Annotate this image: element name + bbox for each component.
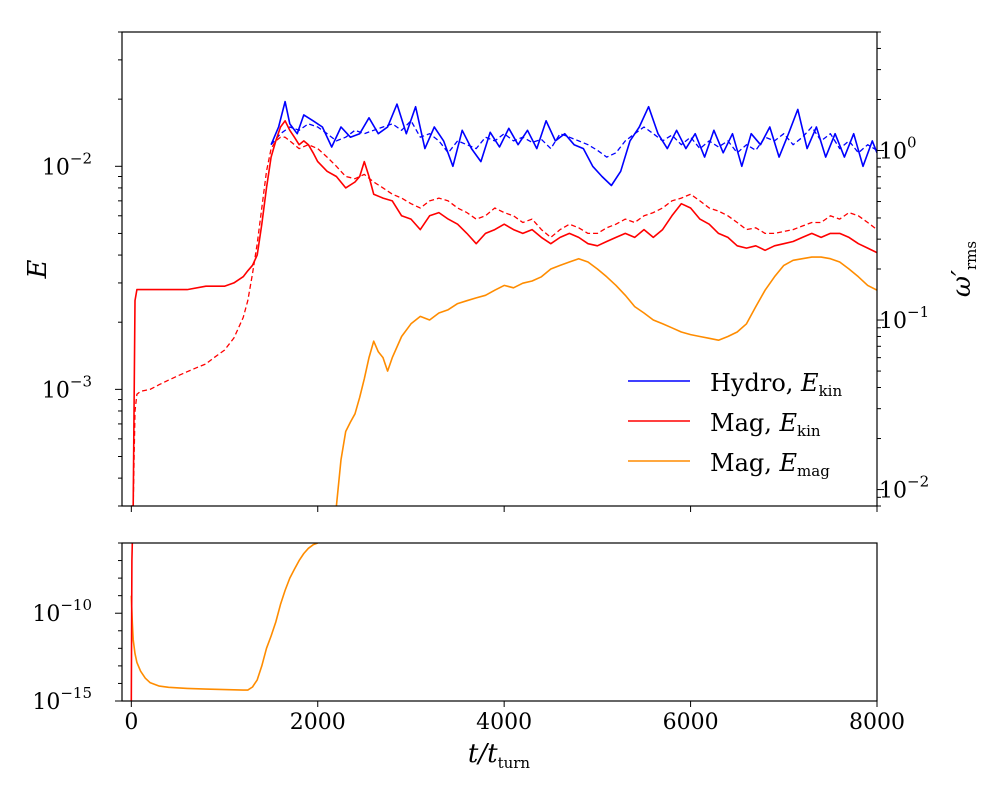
- legend-sub: mag: [797, 462, 830, 480]
- tick-base: 10: [879, 479, 907, 504]
- series-line-top-2: [131, 120, 877, 506]
- tick-base: 10: [879, 309, 907, 334]
- tick-base: 10: [32, 690, 60, 715]
- tick-exp: −3: [70, 372, 92, 390]
- legend-symbol: E: [800, 369, 819, 397]
- legend-prefix: Hydro,: [710, 369, 801, 397]
- legend-prefix: Mag,: [710, 449, 780, 477]
- top-bottom-axis: [130, 506, 878, 512]
- right-ylabel-symbol: ω′: [947, 270, 977, 297]
- legend-sub: kin: [819, 382, 843, 400]
- top-right-y-axis-label: ω′rms: [947, 241, 980, 297]
- top-left-tick-label: 10−2: [42, 149, 92, 180]
- legend-prefix: Mag,: [710, 409, 780, 437]
- bottom-series-group: [130, 543, 318, 701]
- top-right-tick-label: 10−1: [879, 303, 929, 334]
- top-y-axis-label: E: [23, 259, 53, 279]
- series-line-bottom-0: [130, 543, 318, 691]
- legend-entry: Mag, Emag: [710, 449, 830, 480]
- tick-base: 10: [32, 602, 60, 627]
- tick-exp: 0: [907, 134, 917, 152]
- top-left-axis: 10−310−2: [42, 31, 122, 507]
- bottom-x-tick-label: 4000: [476, 710, 532, 735]
- series-line-top-0: [270, 100, 877, 187]
- tick-base: 10: [42, 378, 70, 403]
- series-line-bottom-1: [130, 543, 134, 701]
- legend-sub: kin: [797, 422, 821, 440]
- legend-entry: Mag, Ekin: [710, 409, 821, 440]
- tick-exp: −1: [907, 303, 929, 321]
- bottom-x-axis-label: t/tturn: [468, 739, 531, 772]
- tick-exp: −10: [60, 596, 92, 614]
- top-right-tick-label: 100: [879, 134, 917, 165]
- tick-exp: −2: [907, 473, 929, 491]
- xlabel-main: t/t: [468, 739, 498, 769]
- tick-exp: −15: [60, 684, 92, 702]
- bottom-left-tick-label: 10−15: [32, 684, 92, 715]
- series-line-top-4: [335, 256, 877, 506]
- right-ylabel-sub: rms: [962, 241, 980, 270]
- legend-symbol: E: [779, 409, 798, 437]
- bottom-x-tick-label: 2000: [290, 710, 346, 735]
- tick-base: 10: [879, 140, 907, 165]
- series-line-top-3: [131, 136, 877, 506]
- series-line-top-1: [270, 120, 877, 158]
- top-left-tick-label: 10−3: [42, 372, 92, 403]
- bottom-plot-frame: [121, 542, 878, 702]
- bottom-left-tick-label: 10−10: [32, 596, 92, 627]
- top-series-group: [131, 100, 877, 506]
- bottom-x-tick-label: 8000: [849, 710, 905, 735]
- tick-exp: −2: [70, 149, 92, 167]
- bottom-x-tick-label: 0: [124, 710, 138, 735]
- xlabel-sub: turn: [498, 754, 531, 772]
- tick-base: 10: [42, 155, 70, 180]
- legend-entry: Hydro, Ekin: [710, 369, 842, 400]
- legend-symbol: E: [779, 449, 798, 477]
- bottom-x-axis: 0 2000 4000 6000 8000: [124, 701, 905, 735]
- bottom-x-tick-label: 6000: [663, 710, 719, 735]
- top-right-tick-label: 10−2: [879, 473, 929, 504]
